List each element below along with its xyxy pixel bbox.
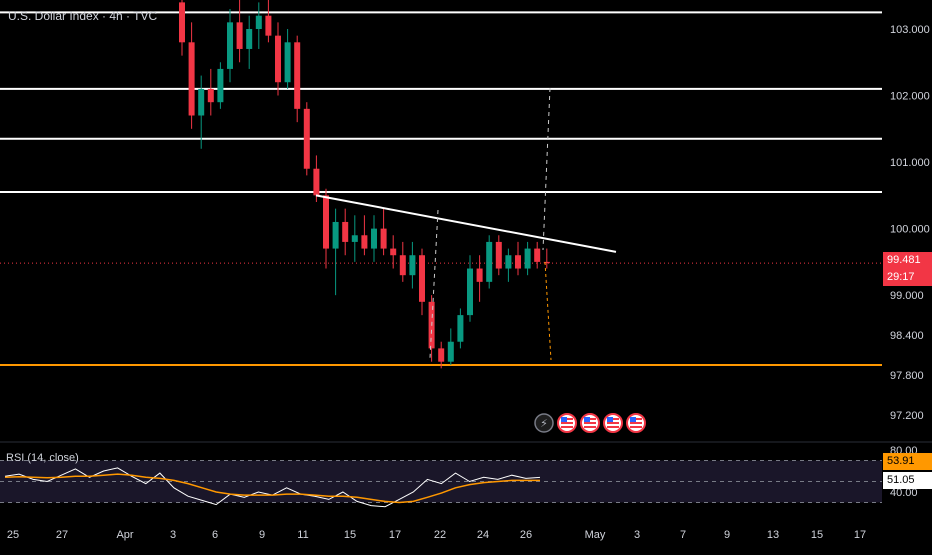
- x-tick-label: 24: [477, 529, 489, 541]
- flag-canton: [630, 417, 636, 422]
- flag-stripe: [561, 422, 573, 424]
- y-tick-label: 101.000: [890, 157, 930, 169]
- candle-body: [207, 88, 214, 103]
- candle-body: [351, 235, 358, 242]
- x-tick-label: May: [585, 529, 606, 541]
- countdown-tag: 29:17: [883, 269, 932, 286]
- flag-canton: [561, 417, 567, 422]
- x-tick-label: 17: [854, 529, 866, 541]
- candle-body: [313, 168, 320, 196]
- candle-body: [486, 241, 493, 282]
- candle-body: [294, 42, 301, 109]
- candle-body: [399, 255, 406, 276]
- candle-body: [380, 228, 387, 249]
- flag-canton: [607, 417, 613, 422]
- candle-body: [236, 22, 243, 49]
- candle-body: [227, 22, 233, 69]
- flag-canton: [584, 417, 590, 422]
- y-tick-label: 97.800: [890, 370, 924, 382]
- candle-body: [361, 235, 368, 249]
- flag-stripe: [630, 422, 642, 424]
- last-price-tag: 99.481: [883, 252, 932, 269]
- x-tick-label: 26: [520, 529, 532, 541]
- lightning-icon: [534, 413, 554, 433]
- lightning-glyph: ⚡: [540, 417, 548, 430]
- y-tick-label: 99.000: [890, 290, 924, 302]
- flag-stripe: [607, 426, 619, 428]
- rsi-ma-line: [4, 473, 540, 504]
- x-tick-label: 25: [7, 529, 19, 541]
- y-tick-label: 97.200: [890, 410, 924, 422]
- flag-stripe: [584, 422, 596, 424]
- candle-body: [217, 68, 224, 103]
- x-tick-label: 7: [680, 529, 686, 541]
- x-tick-label: 15: [344, 529, 356, 541]
- candle-body: [534, 248, 541, 262]
- rsi-value-tag: 53.91: [883, 453, 932, 470]
- candle-body: [246, 29, 253, 49]
- projection-line: [429, 209, 439, 359]
- candle-body: [188, 42, 195, 116]
- y-tick-label: 98.400: [890, 330, 924, 342]
- candle-body: [342, 221, 349, 242]
- candle-body: [323, 195, 329, 249]
- candle-body: [495, 241, 502, 269]
- x-tick-label: 15: [811, 529, 823, 541]
- candle-body: [467, 268, 473, 316]
- rsi-title: RSI (14, close): [6, 452, 79, 464]
- x-tick-label: 3: [634, 529, 640, 541]
- flag-stripe: [630, 426, 642, 428]
- candle-body: [179, 2, 185, 43]
- y-tick-label: 102.000: [890, 91, 930, 103]
- candle-body: [419, 255, 425, 302]
- flag-stripe: [607, 422, 619, 424]
- x-tick-label: 9: [259, 529, 265, 541]
- candle-body: [524, 248, 531, 269]
- flag-stripe: [561, 426, 573, 428]
- candle-body: [543, 261, 550, 264]
- projection-line-down: [544, 261, 552, 361]
- x-tick-label: 17: [389, 529, 401, 541]
- x-tick-label: 13: [767, 529, 779, 541]
- candle-body: [303, 108, 310, 169]
- candle-body: [457, 315, 464, 342]
- candle-body: [476, 268, 483, 282]
- x-tick-label: 9: [724, 529, 730, 541]
- candle-body: [409, 255, 416, 276]
- candle-body: [255, 15, 262, 29]
- candle-body: [332, 221, 339, 249]
- rsi-tick-label: 40.00: [890, 487, 918, 499]
- candle-body: [265, 15, 272, 36]
- chart-title: U.S. Dollar Index · 4h · TVC: [8, 9, 158, 23]
- candle-body: [390, 248, 397, 256]
- flag-stripe: [584, 426, 596, 428]
- candle-body: [447, 341, 454, 362]
- y-tick-label: 100.000: [890, 224, 930, 236]
- candle-body: [505, 255, 512, 269]
- candle-body: [198, 88, 205, 116]
- x-tick-label: 3: [170, 529, 176, 541]
- x-tick-label: 27: [56, 529, 68, 541]
- y-tick-label: 103.000: [890, 24, 930, 36]
- candle-body: [275, 35, 281, 83]
- rsi-ma-tag: 51.05: [883, 472, 932, 489]
- trendline: [315, 194, 617, 253]
- candle-body: [438, 348, 445, 362]
- candle-body: [515, 255, 521, 269]
- projection-line: [542, 87, 551, 251]
- x-tick-label: 22: [434, 529, 446, 541]
- candle-body: [371, 228, 377, 249]
- x-tick-label: Apr: [116, 529, 133, 541]
- x-tick-label: 11: [297, 529, 308, 541]
- candle-body: [284, 42, 291, 83]
- x-tick-label: 6: [212, 529, 218, 541]
